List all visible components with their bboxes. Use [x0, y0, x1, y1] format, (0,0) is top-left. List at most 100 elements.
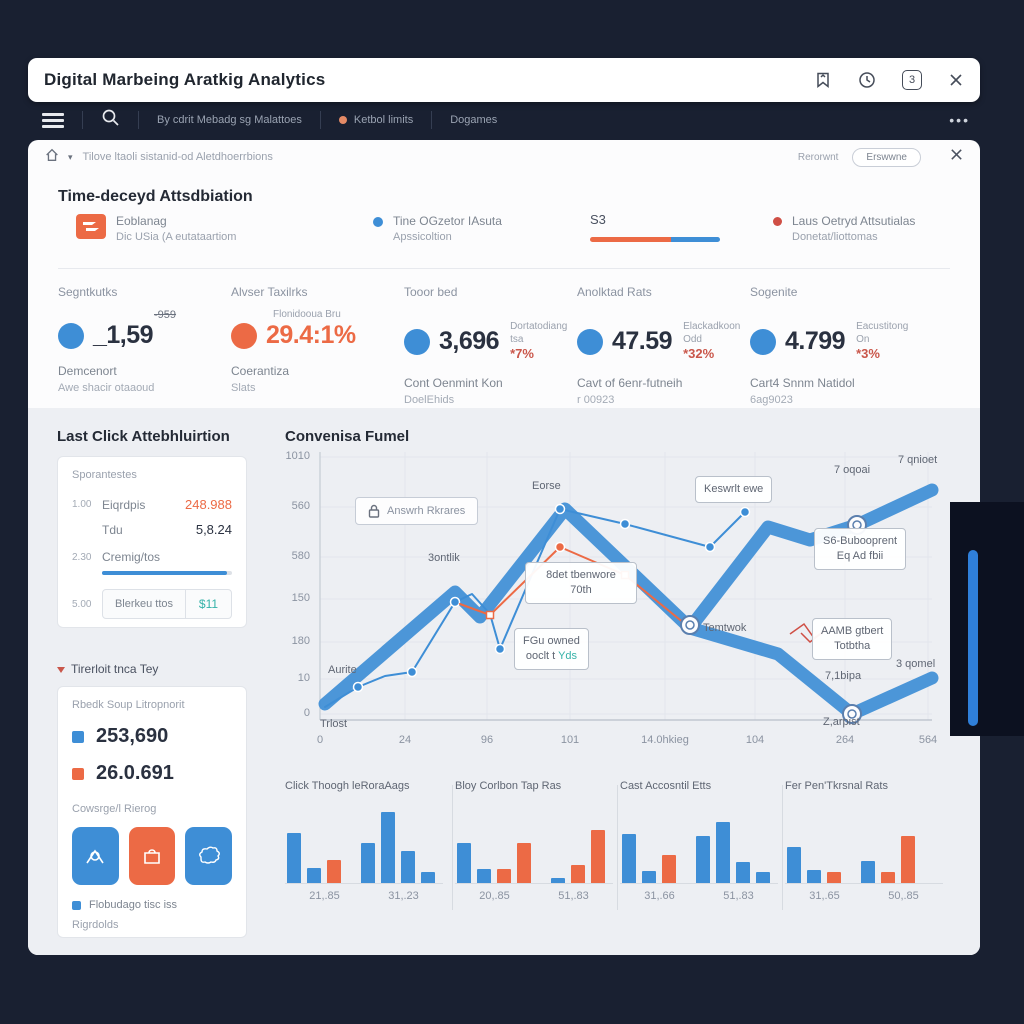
kpi-3-line2: DoelEhids [404, 394, 455, 407]
kpi-2-line1: Coerantiza [231, 364, 290, 378]
legend-item-1: Eoblanag Dic USia (A eutataartiom [76, 214, 236, 244]
breadcrumb-action-label[interactable]: Rerorwnt [797, 151, 839, 163]
count-badge-icon[interactable]: 3 [902, 70, 922, 90]
row3-num: 2.30 [72, 551, 92, 563]
mini-chart-personal: Fer Pen'Tkrsnal Rats 31,.65 50,.85 [785, 780, 943, 930]
marker-button[interactable]: Blerkeu ttos [114, 598, 174, 610]
footer-label: Cowsrge/l Rierog [72, 803, 157, 815]
kpi-5-title: Sogenite [750, 285, 798, 299]
answer-lock-button[interactable]: Answrh Rkrares [355, 497, 479, 525]
stat-orange: 26.0.691 [96, 762, 174, 784]
row2-name: Tdu [102, 522, 123, 537]
kpi-4-delta: *32% [683, 346, 715, 361]
navbar: By cdrit Mebadg sg Malattoes Ketbol limi… [28, 102, 996, 138]
bookmark-icon[interactable] [814, 71, 832, 89]
blue-dot-icon [373, 217, 383, 227]
browse-button[interactable]: Erswwne [852, 147, 921, 167]
card-close-icon[interactable] [949, 147, 964, 167]
nav-item-dogames[interactable]: Dogames [450, 114, 498, 126]
annotation-trlost: Trlost [320, 718, 348, 730]
nav-item-limits[interactable]: Ketbol limits [338, 114, 413, 126]
clock-icon[interactable] [858, 71, 876, 89]
kpi-5-line2: 6ag9023 [750, 394, 793, 407]
blue-swatch-icon [72, 730, 84, 743]
legend-3-subtitle: Donetat/liottomas [792, 231, 878, 243]
kpi-1-dot-icon [58, 322, 84, 349]
totals-card: Rbedk Soup Litropnorit 253,690 26.0.691 … [57, 686, 247, 938]
window-title: Digital Marbeing Aratkig Analytics [44, 70, 326, 89]
kpi-1-value: _1,59 [93, 321, 154, 349]
legend-item-2: Tine OGzetor IAsuta Apssicoltion [373, 214, 502, 243]
window-close-icon[interactable] [948, 72, 964, 88]
row3-name: Cremig/tos [102, 550, 161, 564]
row1-name: Eiqrdpis [102, 497, 146, 512]
brain-button[interactable] [185, 827, 233, 885]
kpi-4-value: 47.59 [612, 327, 673, 356]
kpi-3-dot-icon [404, 328, 430, 355]
annotation-box-keswrlt: Keswrlt ewe [695, 476, 773, 503]
mini-chart-carbon: Bloy Corlbon Tap Ras 20,.85 51,.83 [455, 780, 613, 930]
legend-sub: Rigrdolds [72, 919, 119, 931]
mini-chart-bars [285, 802, 443, 884]
breadcrumb-path: Tilove ltaoli sistanid-od Aletdhoerrbion… [82, 151, 273, 163]
totals-label: Rbedk Soup Litropnorit [72, 699, 185, 711]
kpi-5-delta: *3% [856, 346, 880, 361]
kpi-2-dot-icon [231, 322, 257, 349]
row1-num: 1.00 [72, 499, 92, 510]
page-title: Time-deceyd Attsdbiation [58, 188, 253, 205]
scrollbar-thumb[interactable] [968, 550, 978, 726]
user-search-button[interactable] [72, 827, 119, 885]
kpi-4-above: Elackadkoon Odd [683, 321, 741, 345]
progress-label: S3 [590, 212, 606, 227]
bag-button[interactable] [128, 827, 176, 885]
annotation-box-s6: S6-Bubooprent Eq Ad fbii [814, 528, 906, 570]
kpi-3-value: 3,696 [439, 327, 500, 356]
window-titlebar: Digital Marbeing Aratkig Analytics 3 [28, 58, 980, 102]
lock-icon [368, 504, 380, 518]
progress-bar [590, 237, 720, 242]
annotation-qomel: 3 qomel [896, 658, 936, 670]
red-dot-icon [773, 217, 782, 226]
annotation-zarpist: Z,arpist [823, 716, 860, 728]
chevron-down-icon[interactable]: ▾ [68, 151, 73, 162]
kpi-3-above: Dortatodiang tsa [510, 321, 568, 345]
annotation-qnioet: 7 qnioet [898, 454, 938, 466]
legend-item-3: Laus Oetryd Attsutialas Donetat/liottoma… [773, 214, 915, 243]
divider [58, 268, 950, 269]
kpi-1-title: Segntkutks [58, 285, 118, 299]
row1-value: 248.988 [185, 497, 232, 512]
red-marker-icon [57, 667, 65, 673]
kpi-5-dot-icon [750, 328, 776, 355]
annotation-box-8det: 8det tbenwore 70th [525, 562, 637, 604]
orange-dot-icon [338, 116, 347, 124]
attribution-card: Sporantestes 1.00 Eiqrdpis 248.988 Tdu 5… [57, 456, 247, 628]
kpi-card-2: Alvser Taxilrks 29.4:1% Flonidooua Bru C… [231, 285, 399, 394]
annotation-aurite: Aurite [328, 664, 357, 676]
funnel-chart: 1010 560 580 150 180 10 0 0 24 96 101 14.0hkieg 104… [285, 450, 939, 746]
layers-icon [76, 214, 106, 244]
kpi-card-3: Tooor bed 3,696 Dortatodiang tsa *7% Con… [404, 285, 572, 406]
annotation-oqoai: 7 oqoai [834, 464, 871, 476]
divider [452, 785, 453, 910]
kpi-card-1: Segntkutks _1,59 -959 Demcenort Awe shac… [58, 285, 226, 394]
nav-item-marketing[interactable]: By cdrit Mebadg sg Malattoes [157, 114, 302, 126]
mini-chart-ctr: Click Thoogh leRoraAags 21,.85 31,.23 [285, 780, 443, 930]
kpi-4-line2: r 00923 [577, 394, 615, 407]
row3-progress [102, 571, 232, 575]
home-icon[interactable] [44, 147, 60, 168]
kpi-2-line2: Slats [231, 382, 256, 394]
kpi-5-above: Eacustitong On [856, 321, 909, 345]
legend-progress: S3 [590, 212, 720, 242]
divider [782, 785, 783, 910]
annotation-sontlik: 3ontlik [428, 552, 460, 564]
search-icon[interactable] [101, 108, 120, 132]
row4-num: 5.00 [72, 598, 92, 610]
kpi-2-above: Flonidooua Bru [273, 309, 341, 320]
stat-blue: 253,690 [96, 725, 169, 747]
overflow-menu-icon[interactable]: ••• [949, 112, 970, 128]
legend-2-subtitle: Apssicoltion [393, 231, 452, 243]
left-panel-heading: Last Click Attebhluirtion [57, 428, 230, 445]
breadcrumb: ▾ Tilove ltaoli sistanid-od Aletdhoerrbi… [28, 140, 980, 174]
menu-icon[interactable] [42, 110, 64, 131]
